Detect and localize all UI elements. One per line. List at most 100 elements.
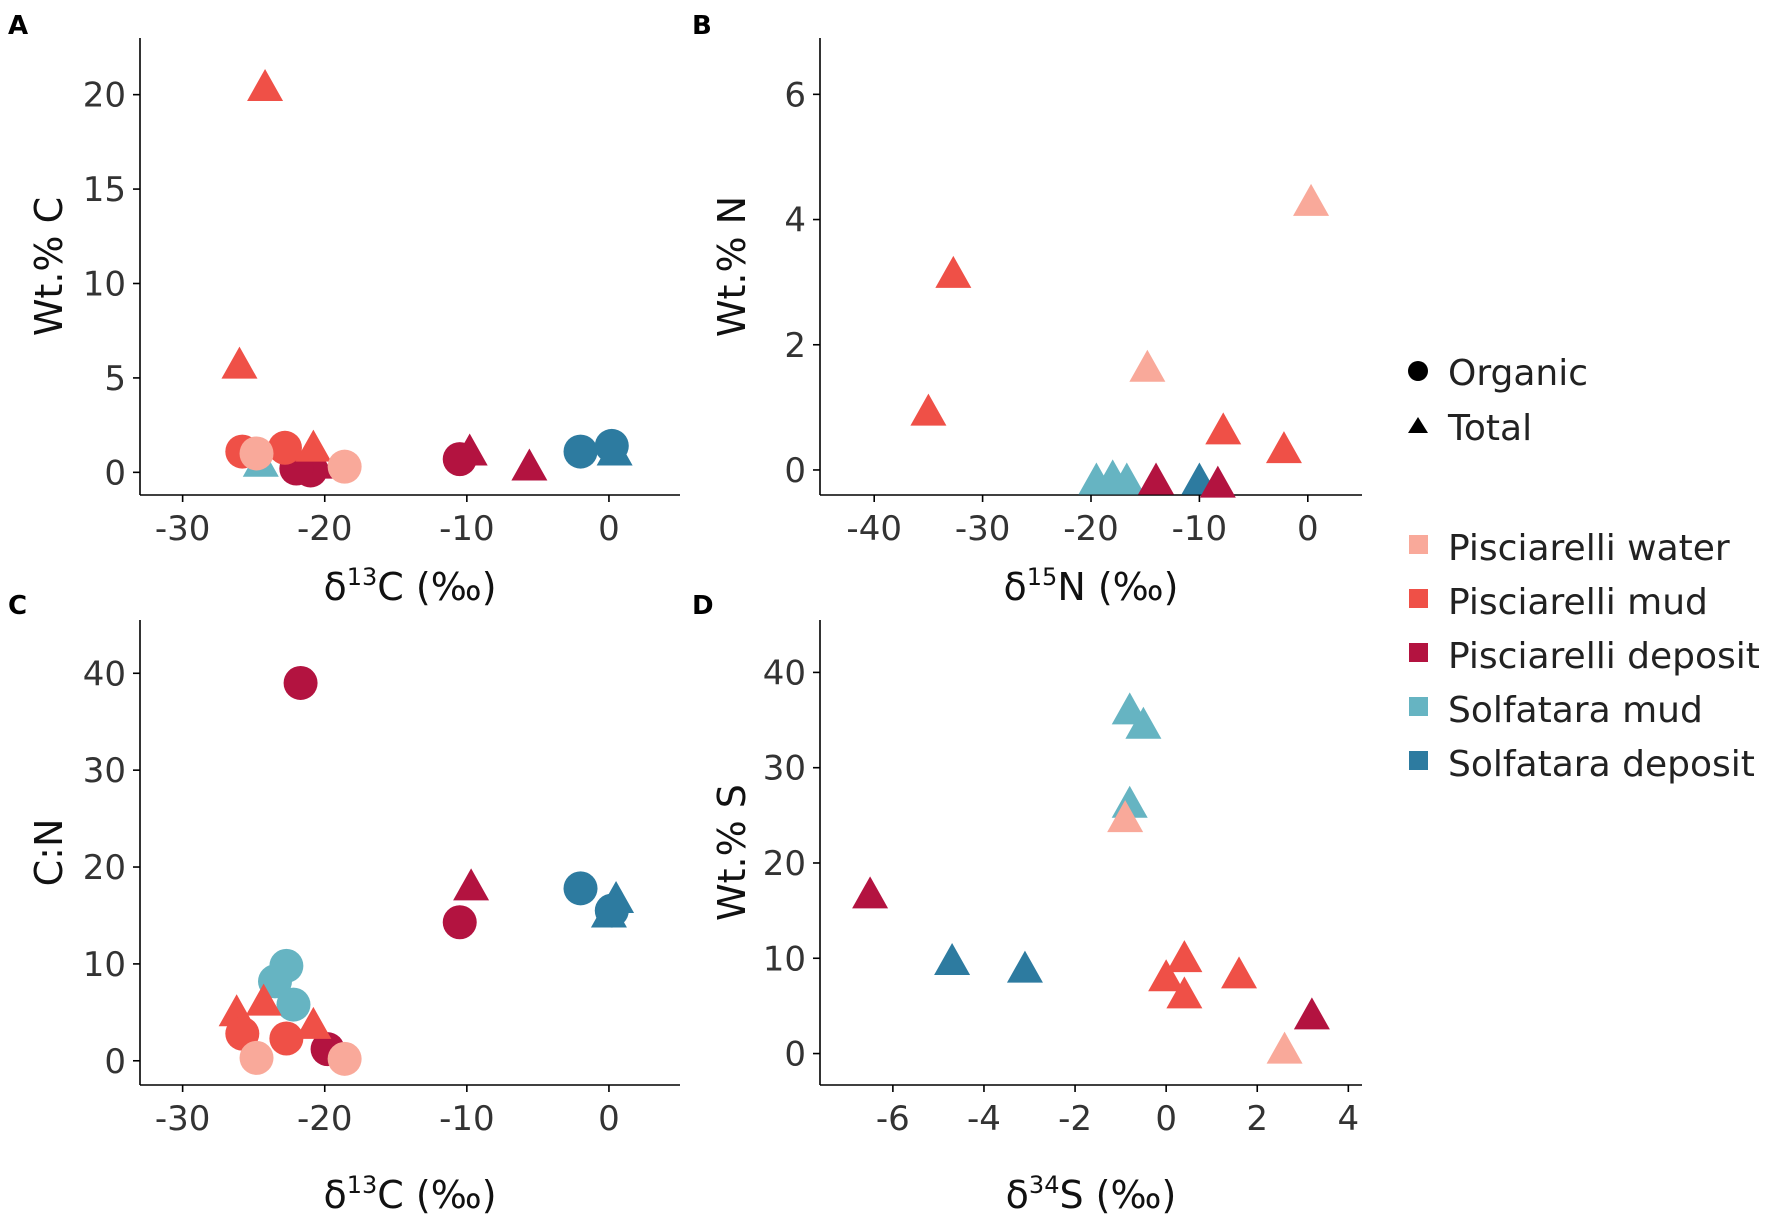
y-tick-label-c: 10 [83,945,126,985]
legend-circle-icon [1408,361,1428,381]
legend-organic-label: Organic [1448,353,1588,394]
y-tick-label-b: 6 [784,75,806,115]
point-triangle-pisciarelli-mud [1166,940,1203,973]
x-tick-label-b: -30 [955,509,1011,549]
point-triangle-pisciarelli-mud [295,429,332,462]
y-tick-label-a: 15 [83,170,126,210]
x-tick-label-a: -30 [155,509,211,549]
y-tick-label-a: 10 [83,264,126,304]
point-triangle-pisciarelli-mud [1265,431,1302,464]
legend-label-solfatara-mud: Solfatara mud [1448,690,1703,731]
y-tick-label-a: 5 [104,359,126,399]
point-circle-pisciarelli-water [239,436,274,471]
panel-label-a: A [8,11,28,41]
x-tick-label-d: 4 [1338,1099,1360,1139]
point-circle-pisciarelli-water [239,1040,274,1075]
point-circle-pisciarelli-deposit [283,665,318,700]
legend-swatch-pisciarelli-mud [1409,589,1428,608]
x-tick-label-a: 0 [598,509,620,549]
point-triangle-pisciarelli-mud [221,346,258,379]
y-axis-title-c: C:N [27,819,71,887]
point-triangle-pisciarelli-water [1266,1031,1303,1064]
point-triangle-pisciarelli-deposit [1293,997,1330,1030]
point-triangle-solfatara-mud [1108,462,1145,495]
legend-label-pisciarelli-deposit: Pisciarelli deposit [1448,636,1760,677]
point-circle-pisciarelli-water [327,1041,362,1076]
point-circle-pisciarelli-water [327,449,362,484]
point-triangle-pisciarelli-deposit [1138,462,1175,495]
point-triangle-pisciarelli-mud [245,983,282,1016]
legend-swatch-pisciarelli-water [1409,535,1428,554]
panel-c: C -30 -20 -10 0 0 10 20 30 40 δ13C (‰) C:N [8,591,680,1217]
y-axis-title-a: Wt.% C [27,197,71,336]
point-triangle-solfatara-deposit [1006,950,1043,983]
point-triangle-pisciarelli-deposit [852,876,889,909]
point-triangle-pisciarelli-mud [1148,959,1185,992]
point-triangle-pisciarelli-water [1293,183,1330,216]
points-c [218,665,635,1076]
panel-label-b: B [692,11,712,41]
point-triangle-pisciarelli-mud [935,255,972,288]
x-tick-label-b: -40 [846,509,902,549]
y-axis-title-d: Wt.% S [710,784,754,921]
point-circle-pisciarelli-mud [267,430,302,465]
y-tick-label-a: 0 [104,453,126,493]
point-triangle-pisciarelli-mud [247,68,284,101]
point-triangle-solfatara-deposit [934,943,971,976]
point-triangle-pisciarelli-deposit [451,433,488,466]
points-d [852,692,1330,1064]
y-tick-label-b: 2 [784,326,806,366]
legend-label-solfatara-deposit: Solfatara deposit [1448,744,1755,785]
legend-total-label: Total [1447,408,1532,449]
points-b [910,183,1330,498]
y-tick-label-d: 10 [763,939,806,979]
y-tick-label-d: 0 [784,1035,806,1075]
x-tick-label-b: -20 [1063,509,1119,549]
y-tick-label-d: 20 [763,844,806,884]
panel-label-d: D [692,591,714,621]
point-triangle-pisciarelli-mud [1221,956,1258,989]
x-tick-label-c: -20 [297,1099,353,1139]
point-triangle-pisciarelli-mud [295,1006,332,1039]
x-tick-label-d: -6 [876,1099,910,1139]
point-triangle-pisciarelli-deposit [511,448,548,481]
x-tick-label-c: -10 [439,1099,495,1139]
y-tick-label-c: 0 [104,1042,126,1082]
y-tick-label-d: 40 [763,653,806,693]
point-circle-solfatara-deposit [563,434,598,469]
x-tick-label-d: 2 [1246,1099,1268,1139]
x-axis-title-d: δ34S (‰) [1006,1171,1177,1217]
point-circle-solfatara-deposit [594,428,629,463]
y-tick-label-b: 0 [784,451,806,491]
point-circle-solfatara-mud [276,987,311,1022]
x-axis-title-c: δ13C (‰) [323,1171,496,1217]
x-tick-label-d: 0 [1155,1099,1177,1139]
legend-swatch-pisciarelli-deposit [1409,643,1428,662]
y-axis-title-b: Wt.% N [710,196,754,337]
points-a [221,68,633,488]
panel-a: A -30 -20 -10 0 0 5 10 15 20 δ13C (‰) Wt.% C [8,11,680,609]
x-tick-label-b: 0 [1297,509,1319,549]
point-triangle-pisciarelli-mud [1166,976,1203,1009]
x-tick-label-d: -2 [1058,1099,1092,1139]
legend-swatch-solfatara-mud [1409,697,1428,716]
y-tick-label-c: 20 [83,848,126,888]
point-circle-solfatara-deposit [594,893,629,928]
x-tick-label-d: -4 [967,1099,1001,1139]
legend-swatch-solfatara-deposit [1409,751,1428,770]
x-tick-label-c: -30 [155,1099,211,1139]
point-triangle-solfatara-mud [1125,706,1162,739]
x-tick-label-c: 0 [598,1099,620,1139]
x-axis-title-a: δ13C (‰) [323,563,496,609]
point-circle-solfatara-deposit [563,871,598,906]
point-circle-pisciarelli-deposit [442,905,477,940]
y-tick-label-c: 40 [83,654,126,694]
legend-label-pisciarelli-mud: Pisciarelli mud [1448,582,1708,623]
point-triangle-pisciarelli-water [1107,800,1144,833]
x-tick-label-a: -20 [297,509,353,549]
point-triangle-pisciarelli-mud [910,393,947,426]
point-circle-pisciarelli-mud [269,1021,304,1056]
